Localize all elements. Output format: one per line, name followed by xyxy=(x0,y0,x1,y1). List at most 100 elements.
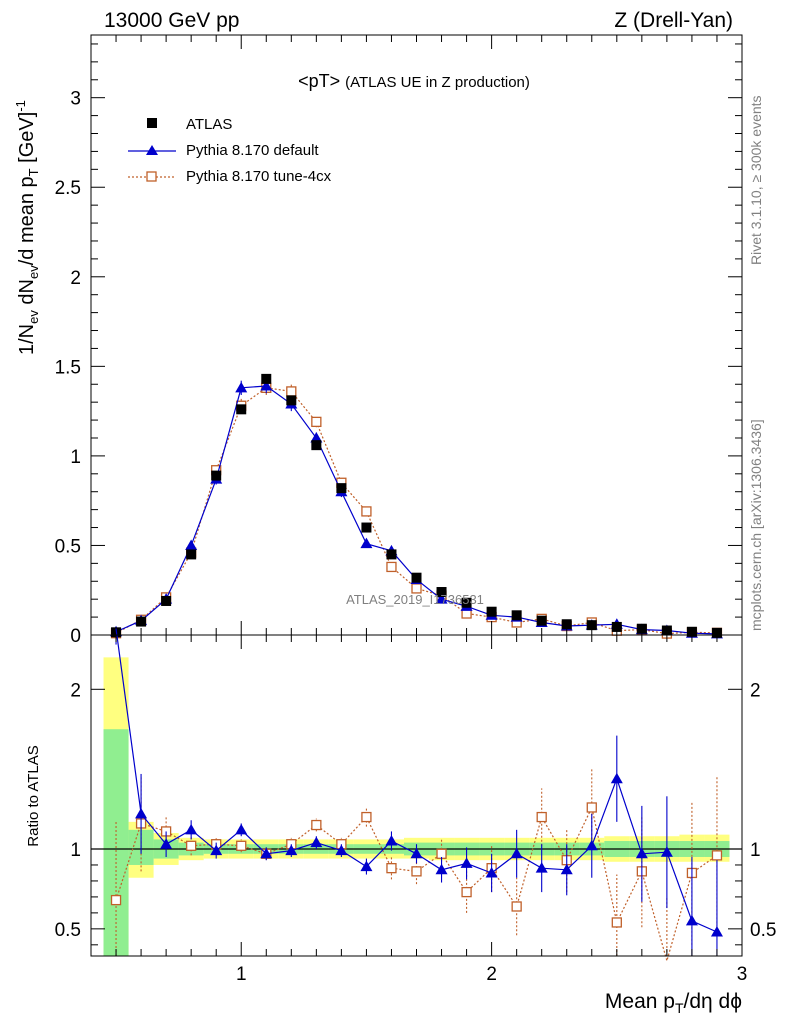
side-text-bottom: mcplots.cern.ch [arXiv:1306.3436] xyxy=(748,419,764,631)
main-plot-area xyxy=(110,373,723,639)
xlabel-part-a: Mean p xyxy=(605,990,675,1013)
ratio-point-default xyxy=(185,823,198,835)
plot-title-main: <pT> xyxy=(298,71,340,91)
point-atlas xyxy=(336,483,347,494)
point-atlas xyxy=(436,587,447,598)
point-default xyxy=(310,431,323,443)
ylabel-part-b-sub: ev xyxy=(26,265,41,279)
ratio-point-tune xyxy=(586,802,597,813)
ratio-point-default xyxy=(435,863,448,875)
ratio-point-default xyxy=(160,838,173,849)
point-default xyxy=(260,380,273,391)
ratio-point-default xyxy=(510,847,523,859)
ratio-y-tick-label-right: 2 xyxy=(750,680,761,701)
point-atlas xyxy=(611,621,622,632)
legend-label-tune: Pythia 8.170 tune-4cx xyxy=(186,168,332,185)
ylabel-part-d: [GeV] xyxy=(16,112,38,169)
ratio-point-tune xyxy=(110,894,122,906)
point-atlas xyxy=(361,522,372,533)
y-tick-label: 3 xyxy=(70,89,81,110)
ratio-point-default xyxy=(660,846,673,857)
ratio-point-default xyxy=(610,772,623,784)
y-tick-label: 0.5 xyxy=(55,536,81,557)
point-atlas xyxy=(461,597,472,608)
point-atlas xyxy=(286,395,297,406)
ratio-point-default xyxy=(560,863,573,875)
ratio-point-tune xyxy=(386,863,397,874)
ratio-point-default xyxy=(485,866,498,878)
y-tick-label: 2 xyxy=(70,268,81,289)
y-axis-label-main: 1/Nev dNev/d mean pT [GeV]-1 xyxy=(13,100,41,355)
point-atlas xyxy=(161,595,172,606)
ratio-point-tune xyxy=(711,850,723,861)
point-tune xyxy=(286,386,297,397)
point-atlas xyxy=(511,610,522,621)
ratio-point-default xyxy=(385,835,398,846)
point-atlas xyxy=(236,404,247,415)
point-atlas xyxy=(261,373,272,384)
ylabel-part-a-sub: ev xyxy=(26,310,41,324)
legend-label-atlas: ATLAS xyxy=(186,116,232,133)
legend: ATLAS Pythia 8.170 default Pythia 8.170 … xyxy=(128,116,332,185)
xlabel-part-b: /dη dϕ xyxy=(684,990,742,1013)
ratio-point-tune xyxy=(236,840,247,851)
point-atlas xyxy=(486,606,497,617)
y-tick-label: 2.5 xyxy=(55,178,81,199)
point-default xyxy=(435,593,448,604)
ylabel-part-a: 1/N xyxy=(16,324,38,355)
ratio-point-default xyxy=(460,857,473,868)
ratio-point-default xyxy=(285,844,298,856)
point-default xyxy=(360,537,373,549)
legend-label-default: Pythia 8.170 default xyxy=(186,142,319,159)
ylabel-part-d-sup: -1 xyxy=(13,100,28,112)
plot-subtitle: (ATLAS UE in Z production) xyxy=(345,74,530,91)
y-tick-label: 0 xyxy=(70,626,81,647)
ratio-point-tune xyxy=(461,886,472,898)
ratio-y-tick-label-right: 0.5 xyxy=(750,920,776,941)
header-right: Z (Drell-Yan) xyxy=(614,9,733,32)
legend-marker-default xyxy=(146,145,158,155)
ratio-point-default xyxy=(535,862,548,873)
ylabel-part-c: /d mean p xyxy=(16,176,38,265)
ratio-point-tune xyxy=(436,848,447,859)
ratio-point-default xyxy=(585,839,598,851)
ratio-y-tick-label: 0.5 xyxy=(55,920,81,941)
header-left: 13000 GeV pp xyxy=(104,9,239,32)
ratio-point-default xyxy=(710,926,723,937)
x-tick-label: 3 xyxy=(737,964,748,985)
side-text-top: Rivet 3.1.10, ≥ 300k events xyxy=(748,95,764,265)
ratio-point-tune xyxy=(536,811,547,823)
point-atlas xyxy=(136,616,147,627)
y-tick-label: 1 xyxy=(70,447,81,468)
point-tune xyxy=(311,416,322,428)
ratio-y-tick-label: 2 xyxy=(70,680,81,701)
ratio-axes: 0.5 0.5 1 1 2 2 1 2 3 xyxy=(55,634,776,985)
legend-marker-tune xyxy=(146,171,157,182)
ratio-point-default xyxy=(360,860,373,872)
legend-marker-atlas xyxy=(147,118,157,128)
point-tune xyxy=(386,561,397,573)
point-default xyxy=(185,539,198,550)
ratio-point-default xyxy=(335,844,348,856)
xlabel-part-a-sub: T xyxy=(675,1000,684,1016)
point-atlas xyxy=(386,549,397,560)
ratio-point-default xyxy=(410,847,423,859)
point-atlas xyxy=(411,572,422,583)
point-atlas xyxy=(311,440,322,451)
watermark: ATLAS_2019_I1736531 xyxy=(346,592,484,607)
ratio-point-tune xyxy=(611,917,622,928)
ratio-point-default xyxy=(210,844,223,856)
y-tick-label: 1.5 xyxy=(55,357,81,378)
ratio-point-default xyxy=(135,807,148,819)
ylabel-part-b: dN xyxy=(16,279,38,310)
ratio-point-default xyxy=(260,847,273,859)
ratio-point-default xyxy=(685,914,698,926)
point-tune xyxy=(361,506,372,517)
ratio-plot-area xyxy=(91,628,742,964)
point-atlas xyxy=(186,549,197,560)
ratio-point-default xyxy=(310,836,323,848)
ratio-point-tune xyxy=(511,901,522,912)
ratio-point-tune xyxy=(311,819,322,831)
y-axis-label-ratio: Ratio to ATLAS xyxy=(25,745,42,846)
